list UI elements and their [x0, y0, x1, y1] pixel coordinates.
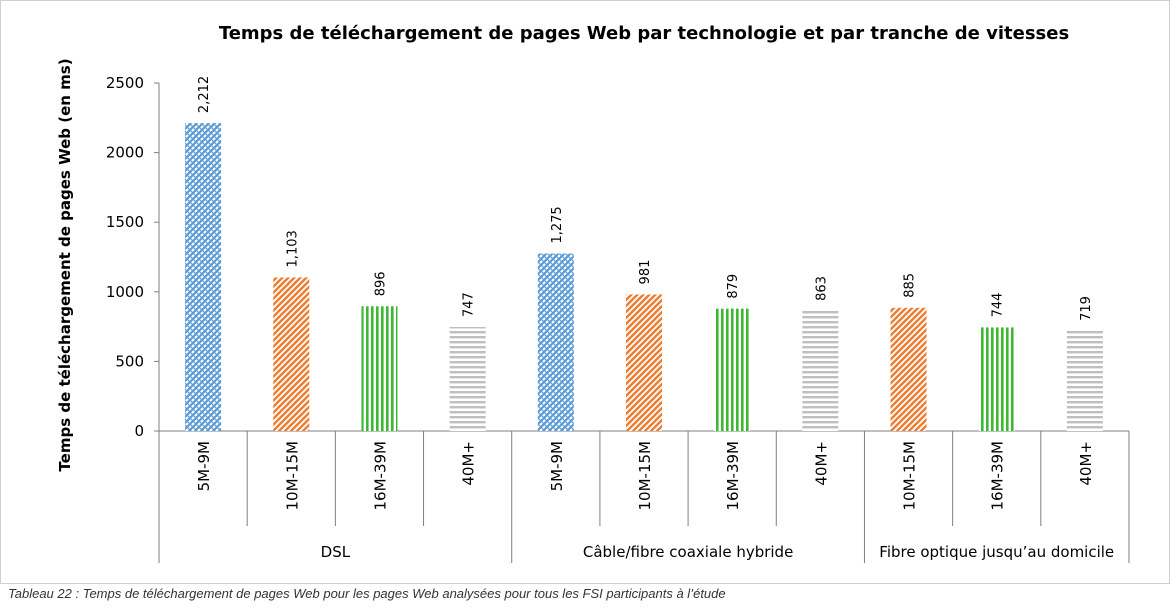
data-label: 1,275: [550, 206, 565, 243]
y-tick-label: 2500: [106, 74, 144, 92]
bar: [802, 310, 839, 431]
category-label: 5M-9M: [548, 441, 566, 491]
data-label: 747: [462, 292, 477, 317]
bar: [1066, 330, 1103, 431]
data-label: 2,212: [197, 76, 212, 113]
data-label: 719: [1079, 296, 1094, 321]
chart-frame: Temps de téléchargement de pages Web par…: [0, 0, 1170, 584]
category-label: 16M-39M: [989, 441, 1007, 510]
group-label: Câble/fibre coaxiale hybride: [583, 543, 793, 561]
data-label: 885: [903, 273, 918, 298]
table-caption: Tableau 22 : Temps de téléchargement de …: [8, 586, 726, 601]
bar: [537, 253, 574, 431]
bar: [273, 277, 310, 431]
y-tick-label: 2000: [106, 144, 144, 162]
bar-chart: Temps de téléchargement de pages Web par…: [56, 23, 1130, 563]
data-label: 896: [373, 271, 388, 296]
data-label: 879: [726, 274, 741, 299]
chart-title: Temps de téléchargement de pages Web par…: [219, 23, 1069, 44]
bar: [361, 306, 398, 431]
data-label: 863: [814, 276, 829, 301]
y-tick-label: 1000: [106, 283, 144, 301]
y-axis-title: Temps de téléchargement de pages Web (en…: [56, 58, 74, 471]
group-label: Fibre optique jusqu’au domicile: [879, 543, 1114, 561]
category-label: 40M+: [460, 441, 478, 486]
category-label: 10M-15M: [283, 441, 301, 510]
y-tick-label: 500: [115, 352, 144, 370]
bar: [890, 307, 927, 431]
category-label: 16M-39M: [371, 441, 389, 510]
y-tick-label: 1500: [106, 213, 144, 231]
data-label: 981: [638, 260, 653, 285]
bar: [626, 294, 662, 431]
bar: [978, 327, 1015, 431]
data-label: 1,103: [285, 230, 300, 267]
category-label: 10M-15M: [636, 441, 654, 510]
bar: [714, 308, 751, 431]
category-label: 10M-15M: [901, 441, 919, 510]
bar: [449, 327, 486, 431]
category-label: 40M+: [1077, 441, 1095, 486]
bar: [185, 123, 222, 431]
y-tick-label: 0: [134, 422, 144, 440]
category-label: 40M+: [812, 441, 830, 486]
category-label: 5M-9M: [195, 441, 213, 491]
group-label: DSL: [321, 543, 351, 561]
data-label: 744: [991, 293, 1006, 318]
category-label: 16M-39M: [724, 441, 742, 510]
